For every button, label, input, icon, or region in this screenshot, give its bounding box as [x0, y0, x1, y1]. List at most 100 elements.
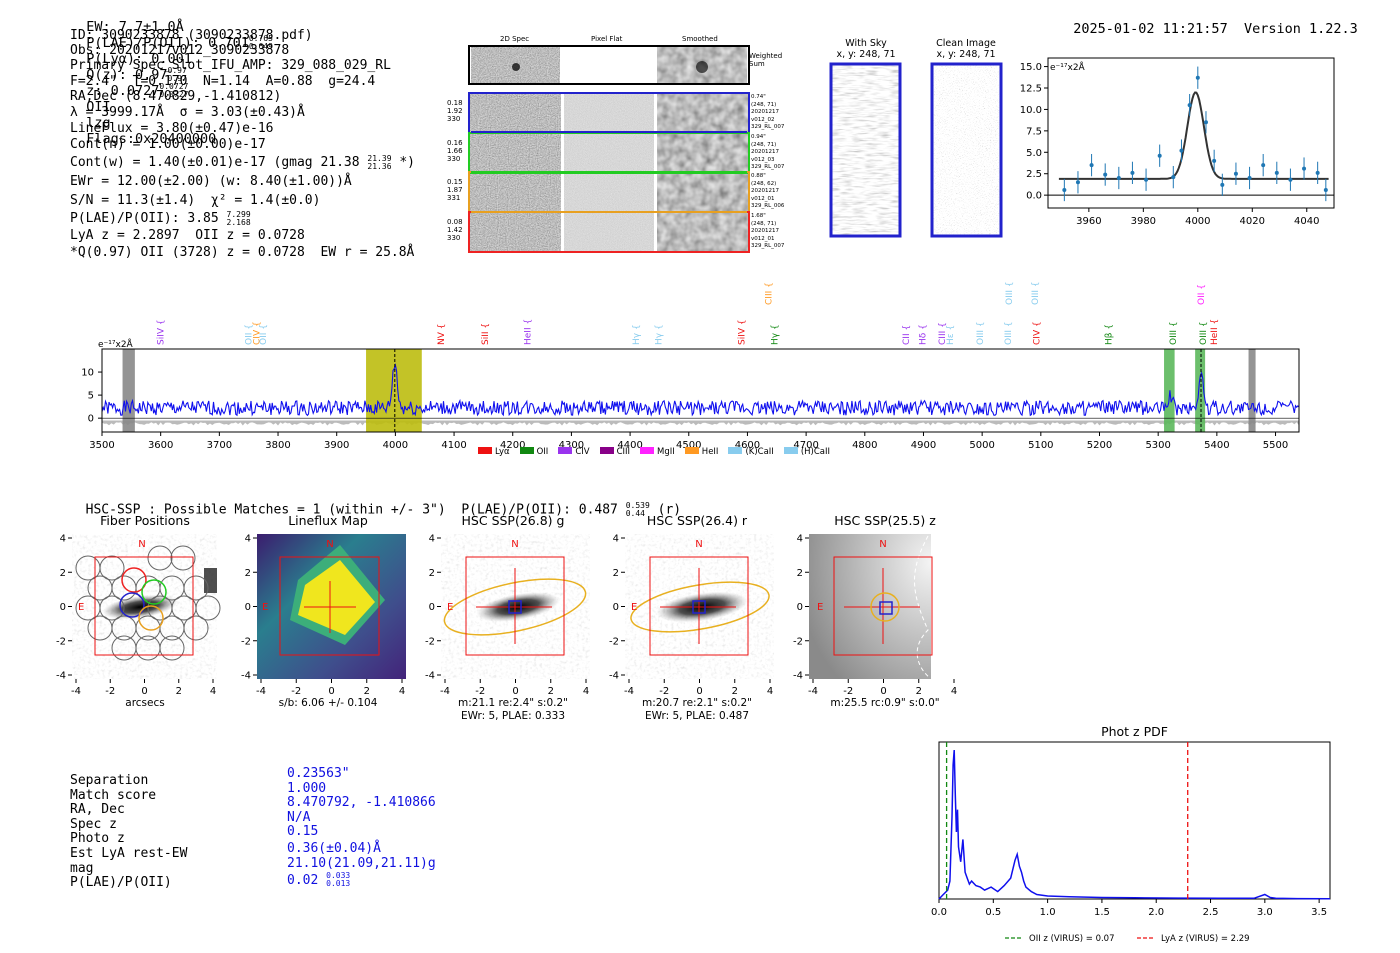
info-obs: Obs: 20201217v012_3090233878: [70, 43, 290, 59]
y-tick-label: 4: [245, 534, 251, 545]
y-tick-label: 2: [60, 568, 66, 579]
panel-caption-r-2: EWr: 5, PLAE: 0.487: [644, 710, 750, 722]
legend-item: (H)CaII: [783, 447, 830, 457]
info-lya: LyA z = 2.2897 OII z = 0.0728: [70, 228, 305, 244]
line-id-label: Hγ {: [770, 324, 780, 345]
highlight-region: [1248, 349, 1256, 432]
line-id-label: HeII {: [523, 319, 533, 345]
info-contw-line: Cont(w) = 1.40(±0.01)e-17 (gmag 21.38 21…: [70, 153, 415, 172]
clean-image-xy: x, y: 248, 71: [936, 49, 996, 60]
info-plae-lo: 2.168: [226, 217, 251, 227]
x-tick-label: 3900: [324, 440, 349, 451]
line-id-label: OIII {: [1004, 321, 1014, 345]
panel-title-fiber: Fiber Positions: [100, 513, 190, 528]
photz-frame: [938, 741, 1331, 900]
hsc-summary-end: (r): [657, 502, 682, 518]
cutout-header-pixelflat: Pixel Flat: [591, 35, 623, 43]
panel-caption-fiber: arcsecs: [125, 697, 165, 709]
match-val: 0.36(±0.04)Å: [287, 840, 381, 856]
panel-caption-g-1: m:21.1 re:2.4" s:0.2": [458, 697, 568, 709]
legend-item: MgII: [640, 447, 675, 457]
highlight-region: [1195, 349, 1206, 432]
east-label: E: [631, 602, 637, 613]
line-id-label: OII {: [245, 324, 255, 345]
data-point: [1302, 166, 1307, 171]
data-point: [1315, 170, 1320, 175]
x-tick-label: -2: [659, 686, 669, 697]
data-point: [1062, 188, 1067, 192]
north-label: N: [138, 539, 145, 550]
line-id-label: OII {: [1197, 284, 1207, 305]
photz-pdf-line: [938, 749, 1331, 900]
highlight-region: [366, 349, 422, 432]
y-tick-label: 0: [88, 414, 94, 425]
y-tick-label: -2: [56, 636, 66, 647]
x-tick-label: 5100: [1028, 440, 1053, 451]
y-tick-label: 5.0: [1026, 148, 1042, 159]
info-params: F=2.4" T=0.170 N=1.14 A=0.88 g=24.4: [70, 73, 376, 89]
clean-title-block: Clean Image x, y: 248, 71: [928, 38, 1004, 60]
x-tick-label: 3.5: [1311, 907, 1327, 918]
x-tick-label: 4: [767, 686, 773, 697]
header-z-line: OII: [86, 99, 111, 115]
y-tick-label: 0: [613, 602, 619, 613]
header-timestamp: 2025-01-02 11:21:57: [1073, 21, 1228, 37]
y-tick-label: 4: [60, 534, 66, 545]
x-tick-label: 4300: [559, 440, 584, 451]
x-tick-label: -2: [475, 686, 485, 697]
x-tick-label: 4000: [383, 440, 408, 451]
match-val: 21.10(21.09,21.11)g: [287, 855, 436, 871]
photz-title: Phot z PDF: [1101, 724, 1168, 739]
info-radec: RA,Dec (8.470829,-1.410812): [70, 88, 282, 104]
north-label: N: [511, 539, 518, 550]
line-id-label: OII {: [259, 324, 269, 345]
x-tick-label: -4: [440, 686, 450, 697]
line-id-label: SiIV {: [157, 319, 167, 345]
spectrum-bg: [102, 349, 1299, 432]
y-tick-label: -4: [793, 671, 803, 682]
legend-label: LyA z (VIRUS) = 2.29: [1161, 934, 1250, 944]
header-lzg: lzg: [86, 115, 111, 131]
match-plae-lo: 0.013: [326, 879, 351, 889]
line-id-label: OIII {: [1169, 321, 1179, 345]
line-id-label: SiIV {: [738, 319, 748, 345]
ws-frame: [468, 45, 750, 85]
match-val: 0.15: [287, 824, 319, 840]
x-tick-label: 4020: [1240, 216, 1265, 227]
x-tick-label: 5300: [1145, 440, 1170, 451]
line-id-label: Hγ {: [632, 324, 642, 345]
header-plya: P(Lyα): 0.001: [86, 51, 192, 67]
line-id-label: CIII {: [765, 282, 775, 305]
x-tick-label: 4: [210, 686, 216, 697]
y-tick-label: 4: [797, 534, 803, 545]
info-contw: Cont(w) = 1.40(±0.01)e-17 (gmag 21.38: [70, 155, 360, 171]
data-point: [1288, 177, 1293, 182]
x-tick-label: 3960: [1076, 216, 1101, 227]
match-plae-hi: 0.033: [326, 871, 351, 881]
x-tick-label: 2: [732, 686, 738, 697]
header-plae-lo: 0.649: [248, 42, 273, 51]
info-plae-line: P(LAE)/P(OII): 3.85 7.299 2.168: [70, 210, 415, 227]
match-val-plae: 0.02 0.033 0.013: [287, 871, 351, 889]
x-tick-label: 2: [916, 686, 922, 697]
hsc-panels: N E N E N E N E: [56, 534, 958, 697]
match-key: Photo z: [70, 831, 125, 847]
x-tick-label: 0: [328, 686, 334, 697]
y-axis-unit: e⁻¹⁷x2Å: [98, 338, 134, 350]
y-tick-label: 7.5: [1026, 126, 1042, 137]
info-lineflux: LineFlux = 3.80(±0.47)e-16: [70, 121, 274, 137]
line-id-label: Hδ {: [918, 324, 928, 345]
row3-left: 0.15 1.87 331: [447, 178, 463, 202]
info-contw-hi: 21.39: [367, 153, 392, 163]
legend-swatch: [599, 447, 614, 454]
data-point: [1247, 176, 1252, 180]
spectrum-frame: [101, 348, 1300, 433]
y-tick-label: 4: [613, 534, 619, 545]
line-id-label: SiII {: [481, 323, 491, 345]
weighted-sum-label: Weighted Sum: [749, 52, 783, 68]
info-id: ID: 3090233878 (3090233878.pdf): [70, 28, 313, 43]
fit-model-line: [1058, 91, 1329, 180]
line-id-label: CII {: [902, 325, 912, 345]
legend-item: OII: [519, 447, 548, 457]
x-tick-label: -4: [256, 686, 266, 697]
